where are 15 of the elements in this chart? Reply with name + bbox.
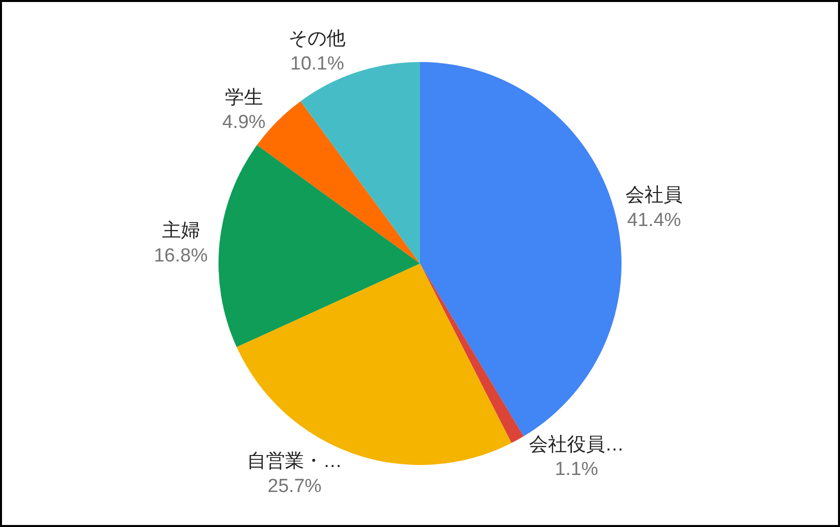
pie-slice [420,62,622,436]
slice-label: 会社員 [626,185,683,206]
data-label: 41.4% [627,210,682,231]
pie-slice [420,264,524,444]
slice-label: 自営業・… [247,451,342,472]
slice-label: 学生 [224,87,263,108]
slice-label: 会社役員… [529,434,624,456]
data-label: 16.8% [154,245,208,266]
pie-slice [218,145,420,347]
data-label: 10.1% [290,53,344,74]
data-label: 1.1% [554,459,598,480]
data-label: 4.9% [222,112,266,133]
slice-label: その他 [288,28,346,50]
slice-label: 主婦 [162,220,200,242]
data-label: 25.7% [268,476,322,497]
